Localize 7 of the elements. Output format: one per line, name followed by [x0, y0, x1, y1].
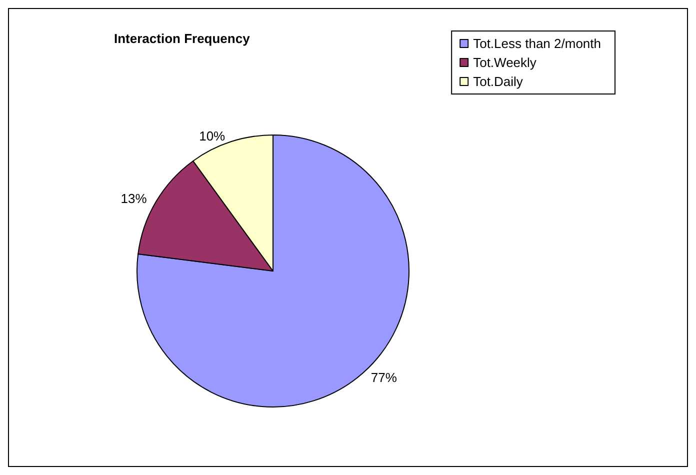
legend-label: Tot.Weekly [473, 55, 537, 70]
legend-label: Tot.Daily [473, 74, 524, 89]
data-label: 77% [370, 370, 398, 386]
data-label: 13% [120, 191, 148, 206]
chart-title: Interaction Frequency [114, 31, 251, 46]
data-label: 10% [199, 128, 226, 144]
legend-label: Tot.Less than 2/month [473, 36, 602, 51]
